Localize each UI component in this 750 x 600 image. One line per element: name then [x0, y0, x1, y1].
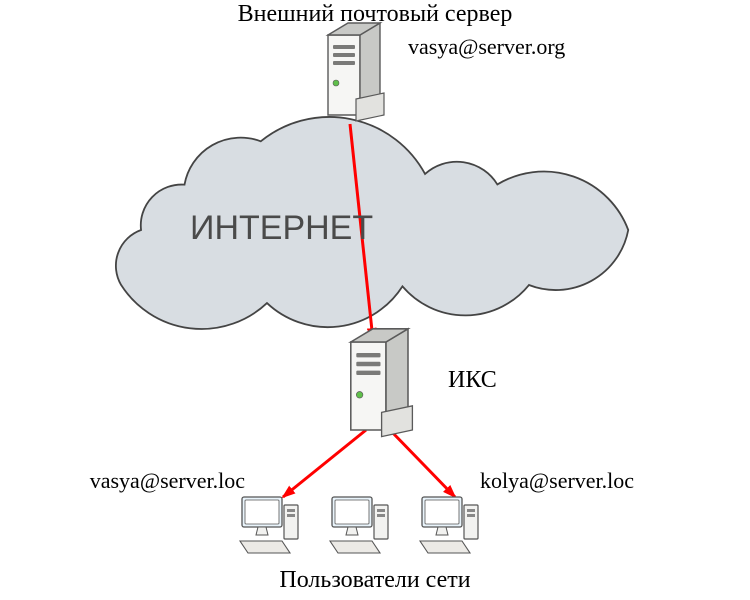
- label-title: Внешний почтовый сервер: [238, 1, 513, 28]
- label-ext_email: vasya@server.org: [408, 34, 565, 60]
- diagram-stage: Внешний почтовый сервер vasya@server.org И…: [0, 0, 750, 600]
- workstation-icon-1: [330, 497, 388, 553]
- workstation-icon-0: [240, 497, 298, 553]
- workstation-icon-2: [420, 497, 478, 553]
- diagram-svg: [0, 0, 750, 600]
- label-iks: ИКС: [448, 367, 497, 394]
- external-mail-server-icon: [328, 23, 384, 121]
- flow-arrow-2: [390, 430, 455, 497]
- label-right_email: kolya@server.loc: [480, 468, 634, 494]
- iks-server-icon: [351, 329, 413, 437]
- label-footer: Пользователи сети: [279, 567, 470, 594]
- label-cloud: ИНТЕРНЕТ: [190, 209, 373, 248]
- label-left_email: vasya@server.loc: [90, 468, 245, 494]
- flow-arrow-1: [283, 430, 366, 497]
